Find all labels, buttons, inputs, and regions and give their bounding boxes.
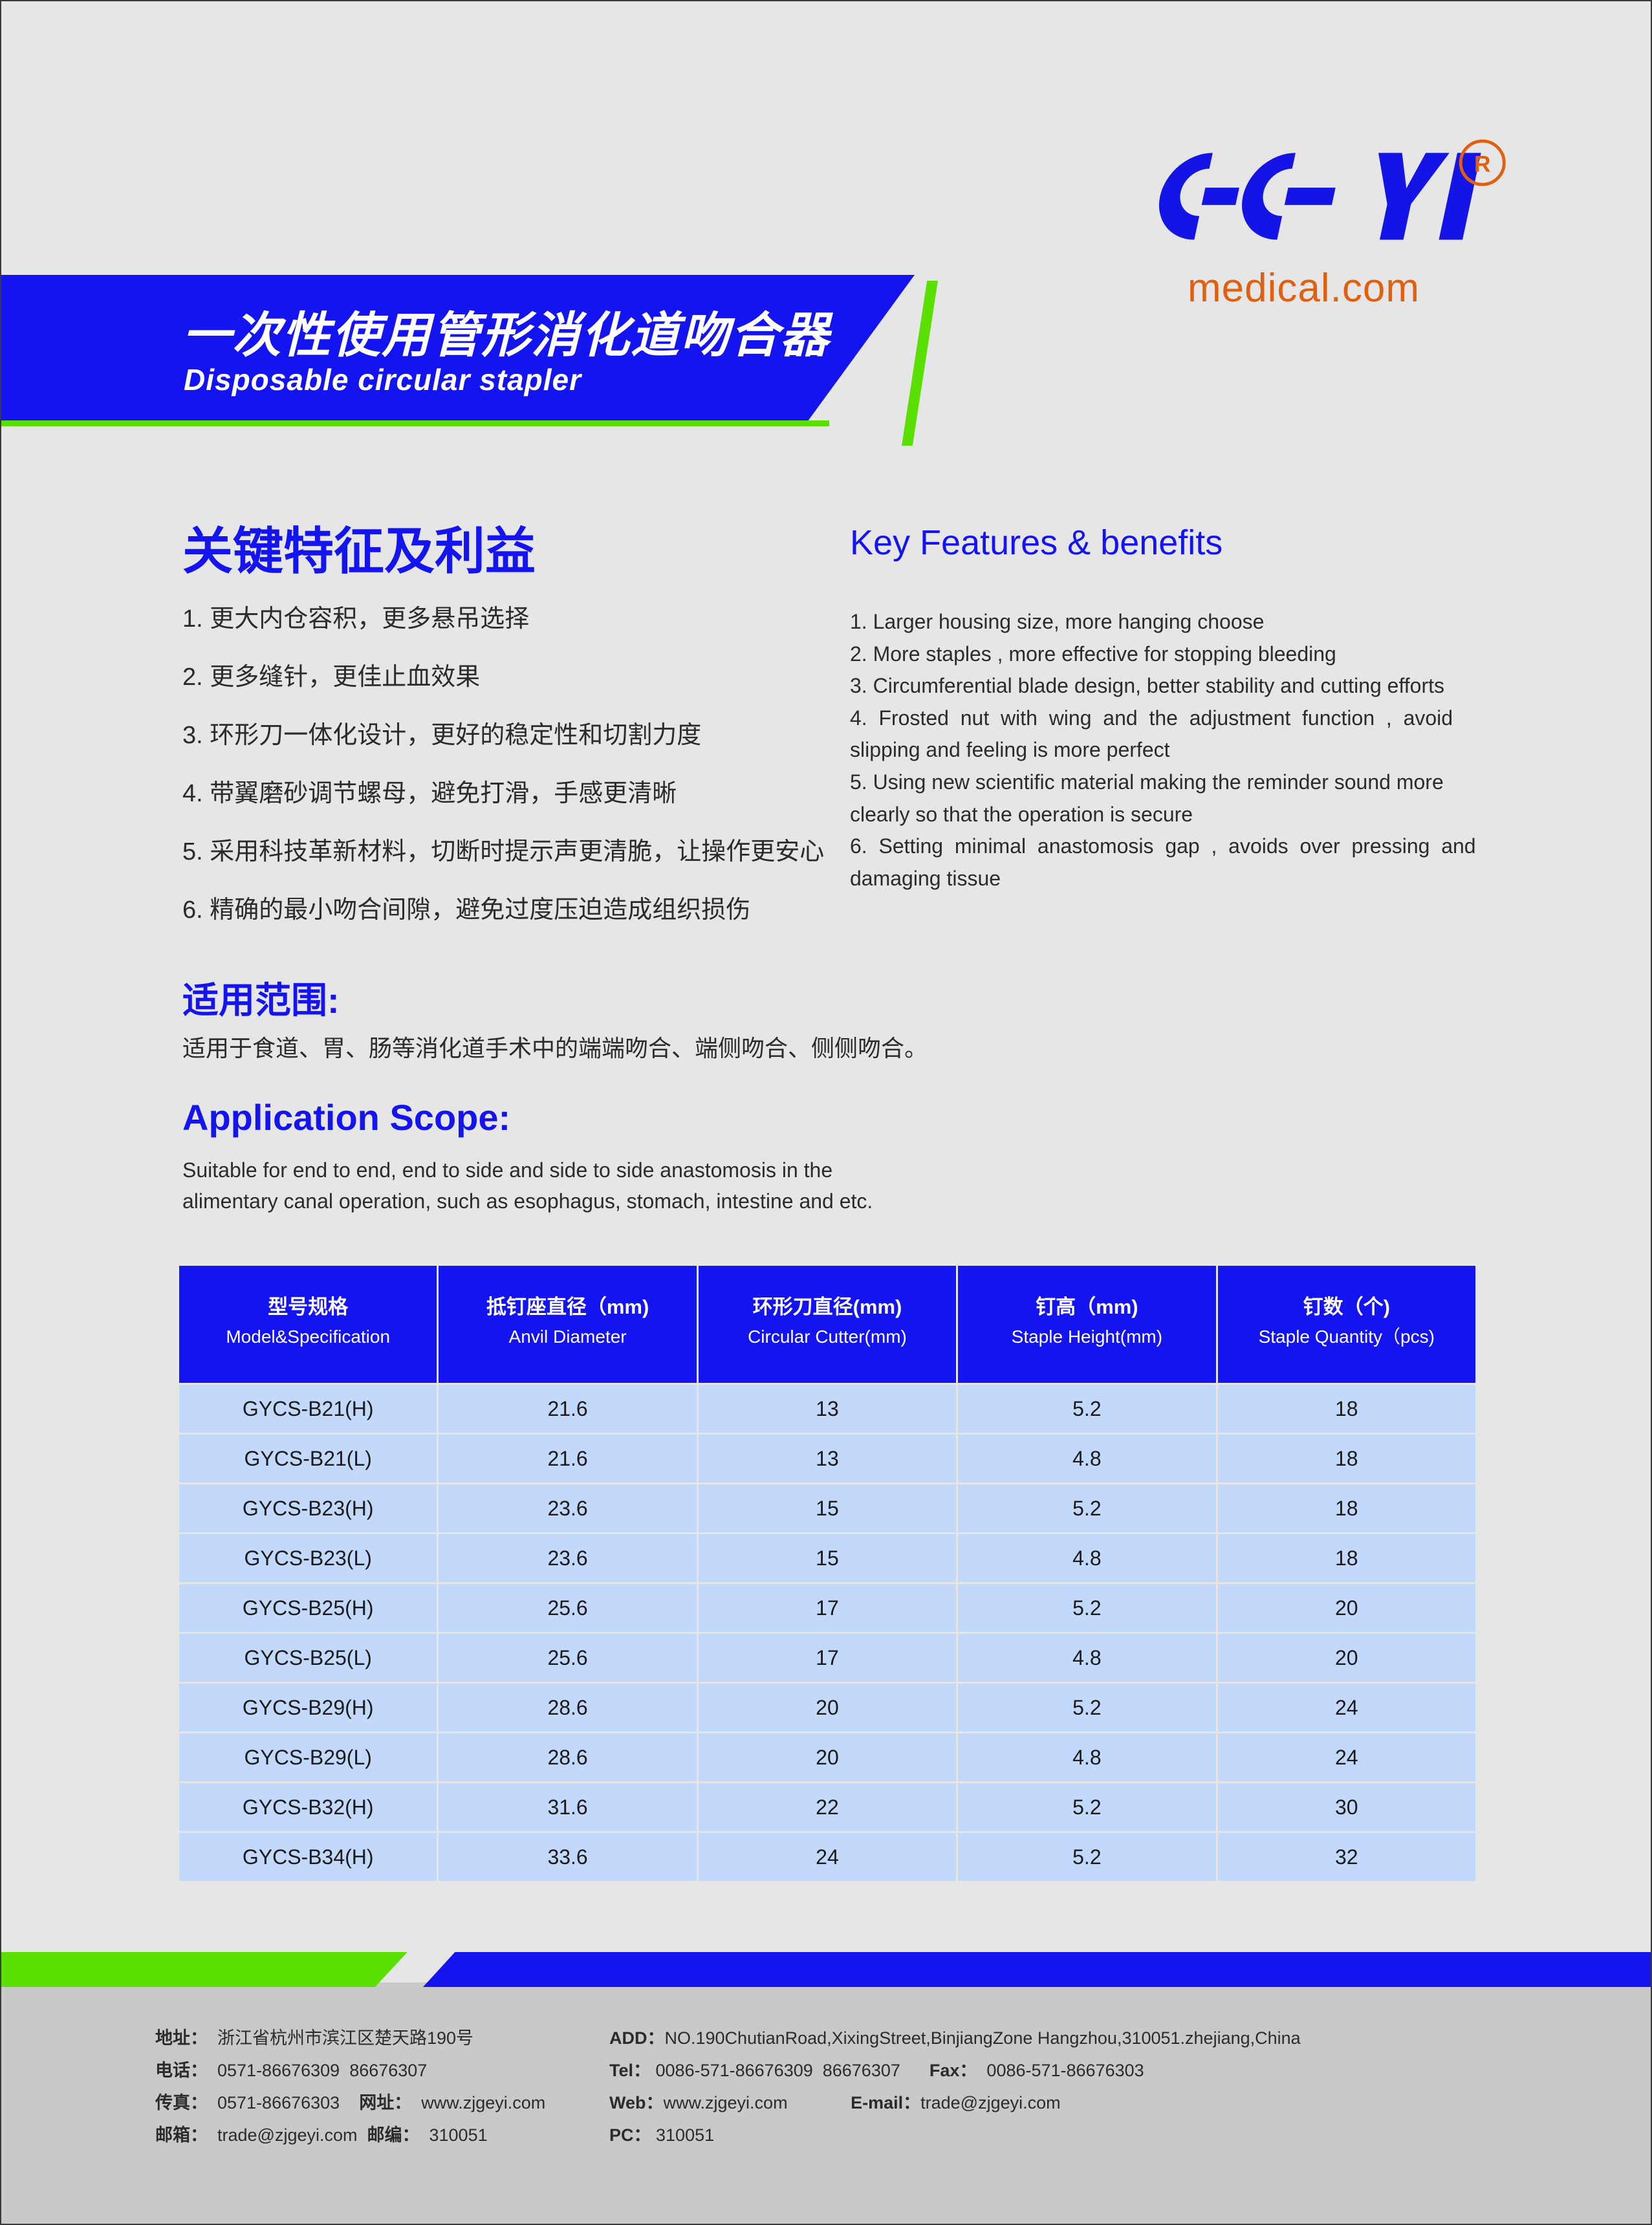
svg-text:R: R: [1474, 152, 1491, 177]
